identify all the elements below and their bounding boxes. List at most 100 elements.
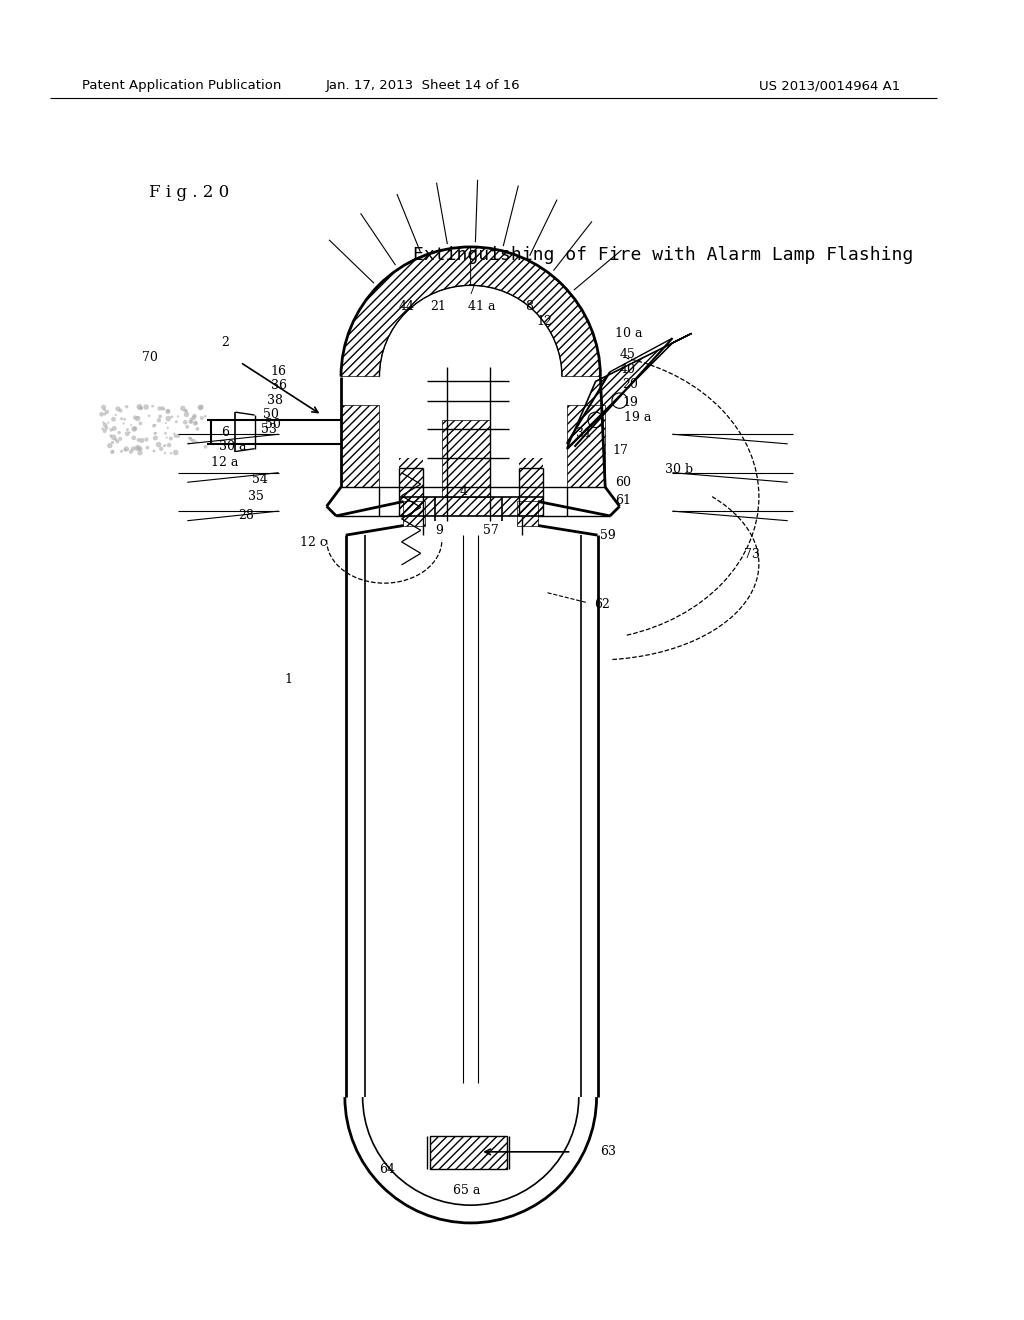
Circle shape (152, 405, 154, 408)
Circle shape (118, 430, 121, 434)
Circle shape (103, 408, 105, 412)
Circle shape (155, 424, 157, 426)
Circle shape (153, 424, 156, 428)
Circle shape (164, 451, 166, 454)
Text: 2: 2 (221, 337, 228, 350)
Text: 8: 8 (525, 300, 534, 313)
Circle shape (99, 412, 103, 417)
Bar (442, 420, 489, 496)
Circle shape (166, 416, 171, 421)
Text: F i g . 2 0: F i g . 2 0 (148, 183, 229, 201)
Circle shape (125, 432, 130, 436)
Text: 57: 57 (483, 524, 499, 537)
Circle shape (102, 421, 104, 424)
Text: 30 b: 30 b (665, 463, 693, 477)
Circle shape (175, 420, 178, 424)
Text: 45: 45 (620, 348, 636, 360)
Circle shape (166, 409, 170, 413)
Circle shape (129, 450, 133, 454)
Circle shape (123, 418, 126, 421)
Circle shape (103, 412, 106, 416)
Circle shape (189, 438, 193, 441)
Circle shape (116, 407, 121, 412)
Circle shape (114, 438, 118, 441)
Text: 7: 7 (468, 284, 476, 297)
Circle shape (156, 442, 162, 447)
Circle shape (189, 418, 194, 421)
Circle shape (198, 405, 203, 411)
Text: 59: 59 (600, 528, 616, 541)
Circle shape (196, 426, 200, 430)
Circle shape (170, 451, 172, 454)
Circle shape (131, 426, 137, 432)
Circle shape (144, 437, 148, 442)
Circle shape (136, 445, 141, 450)
Circle shape (170, 416, 173, 418)
Circle shape (204, 414, 207, 417)
Text: 6: 6 (221, 426, 229, 438)
Circle shape (111, 434, 117, 440)
Circle shape (131, 446, 135, 451)
Circle shape (177, 416, 179, 417)
Circle shape (163, 445, 166, 447)
Circle shape (161, 407, 165, 411)
Circle shape (167, 426, 169, 429)
Text: 12 a: 12 a (211, 455, 239, 469)
Text: 17: 17 (613, 444, 629, 457)
Text: 65 a: 65 a (454, 1184, 481, 1197)
Text: 12 c: 12 c (300, 536, 327, 549)
Text: 9: 9 (435, 524, 443, 537)
Circle shape (134, 445, 139, 450)
Text: 41 a: 41 a (468, 300, 496, 313)
Text: 50: 50 (263, 408, 280, 421)
Circle shape (176, 434, 180, 438)
Bar (430, 1135, 507, 1170)
Circle shape (153, 450, 156, 453)
Circle shape (137, 450, 142, 455)
Circle shape (189, 437, 193, 440)
Circle shape (174, 434, 176, 438)
Circle shape (104, 409, 110, 414)
Bar (519, 458, 543, 516)
Text: 36: 36 (271, 379, 287, 392)
Circle shape (153, 436, 158, 441)
Circle shape (154, 432, 157, 434)
Circle shape (186, 411, 188, 413)
Text: 1: 1 (285, 673, 292, 685)
Circle shape (183, 420, 187, 425)
Circle shape (166, 437, 168, 438)
Circle shape (101, 428, 104, 430)
Text: 30 a: 30 a (219, 441, 247, 453)
Circle shape (136, 404, 142, 409)
Circle shape (110, 428, 113, 432)
Circle shape (135, 416, 140, 421)
Circle shape (125, 405, 128, 408)
Circle shape (115, 414, 117, 416)
Circle shape (140, 408, 143, 409)
Circle shape (119, 409, 123, 413)
Circle shape (196, 441, 198, 444)
Circle shape (143, 404, 148, 409)
Circle shape (169, 437, 173, 441)
Text: 21: 21 (430, 300, 446, 313)
Circle shape (111, 441, 115, 445)
Circle shape (133, 416, 137, 420)
Circle shape (187, 442, 190, 445)
Circle shape (167, 442, 171, 447)
Circle shape (137, 416, 139, 418)
Circle shape (116, 440, 120, 444)
Circle shape (180, 405, 185, 411)
Text: 70: 70 (142, 351, 158, 364)
Text: 19 a: 19 a (625, 412, 652, 425)
Text: Patent Application Publication: Patent Application Publication (82, 79, 281, 92)
Circle shape (183, 412, 189, 417)
Circle shape (112, 426, 117, 430)
Bar (403, 502, 425, 525)
Circle shape (139, 438, 144, 444)
Circle shape (111, 450, 115, 454)
Circle shape (190, 421, 193, 424)
Circle shape (184, 409, 187, 412)
Circle shape (199, 404, 204, 409)
Circle shape (145, 446, 150, 450)
Circle shape (119, 437, 122, 441)
